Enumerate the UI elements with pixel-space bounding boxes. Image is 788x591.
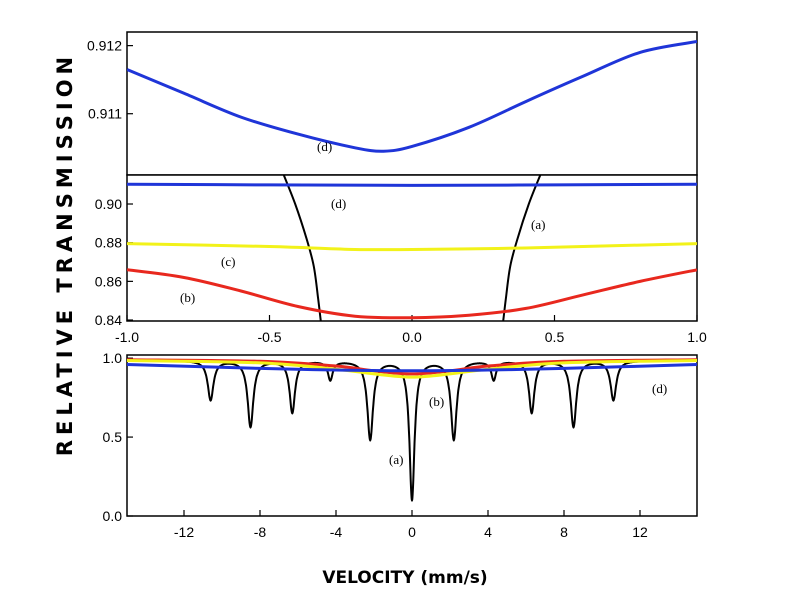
bottom-xtick-label: 12	[632, 524, 648, 540]
panel-bottom-ticks: 0.0 0.5 1.0 -12 -8 -4 0 4 8 12	[103, 350, 648, 540]
middle-ytick-label: 0.86	[95, 273, 122, 289]
bottom-xtick-label: 4	[484, 524, 492, 540]
panel-top-frame	[126, 31, 698, 176]
top-ytick-label: 0.912	[87, 38, 122, 54]
middle-series-b	[127, 268, 697, 320]
panel-bottom: 0.0 0.5 1.0 -12 -8 -4 0 4 8 12	[103, 350, 698, 540]
bottom-xtick-label: -12	[174, 524, 194, 540]
panel-middle-ticks: 0.84 0.86 0.88 0.90 -1.0 -0.5 0.0 0.5 1.0	[95, 196, 707, 345]
panel-middle-series	[127, 175, 697, 321]
top-ytick-label: 0.911	[88, 106, 122, 122]
label-bot-d: (d)	[652, 381, 667, 396]
label-mid-d: (d)	[331, 196, 346, 211]
panel-bottom-series	[127, 358, 697, 502]
x-axis-title: VELOCITY (mm/s)	[322, 568, 487, 588]
middle-xtick-label: 1.0	[687, 329, 707, 345]
label-bot-b: (b)	[429, 394, 444, 409]
bottom-series-d	[127, 363, 697, 373]
middle-series-a	[502, 175, 542, 321]
label-top-d: (d)	[317, 139, 332, 154]
bottom-xtick-label: 8	[560, 524, 568, 540]
bottom-ytick-label: 1.0	[103, 350, 123, 366]
middle-series-d	[127, 182, 697, 187]
label-mid-c: (c)	[221, 254, 235, 269]
bottom-series-a	[127, 359, 697, 502]
middle-series-a	[282, 175, 322, 321]
middle-series-c	[127, 242, 697, 252]
label-bot-a: (a)	[389, 452, 403, 467]
middle-xtick-label: 0.0	[402, 329, 422, 345]
bottom-ytick-label: 0.0	[103, 508, 123, 524]
panel-top-series	[127, 40, 697, 153]
bottom-series-b	[127, 358, 697, 376]
bottom-series-c	[127, 359, 697, 379]
y-axis-title: RELATIVE TRANSMISSION	[53, 52, 77, 456]
label-mid-b: (b)	[180, 290, 195, 305]
top-series-d	[127, 40, 697, 153]
panel-top-ticks: 0.911 0.912	[87, 38, 133, 122]
label-mid-a: (a)	[531, 217, 545, 232]
middle-ytick-label: 0.90	[95, 196, 122, 212]
middle-xtick-label: -0.5	[257, 329, 281, 345]
middle-xtick-label: -1.0	[115, 329, 139, 345]
middle-xtick-label: 0.5	[545, 329, 565, 345]
bottom-xtick-label: -8	[254, 524, 267, 540]
bottom-ytick-label: 0.5	[103, 429, 123, 445]
middle-ytick-label: 0.88	[95, 235, 122, 251]
middle-ytick-label: 0.84	[95, 312, 122, 328]
panel-top: 0.911 0.912	[87, 31, 698, 176]
bottom-xtick-label: 0	[408, 524, 416, 540]
bottom-xtick-label: -4	[330, 524, 343, 540]
panel-middle: 0.84 0.86 0.88 0.90 -1.0 -0.5 0.0 0.5 1.0	[95, 174, 707, 345]
